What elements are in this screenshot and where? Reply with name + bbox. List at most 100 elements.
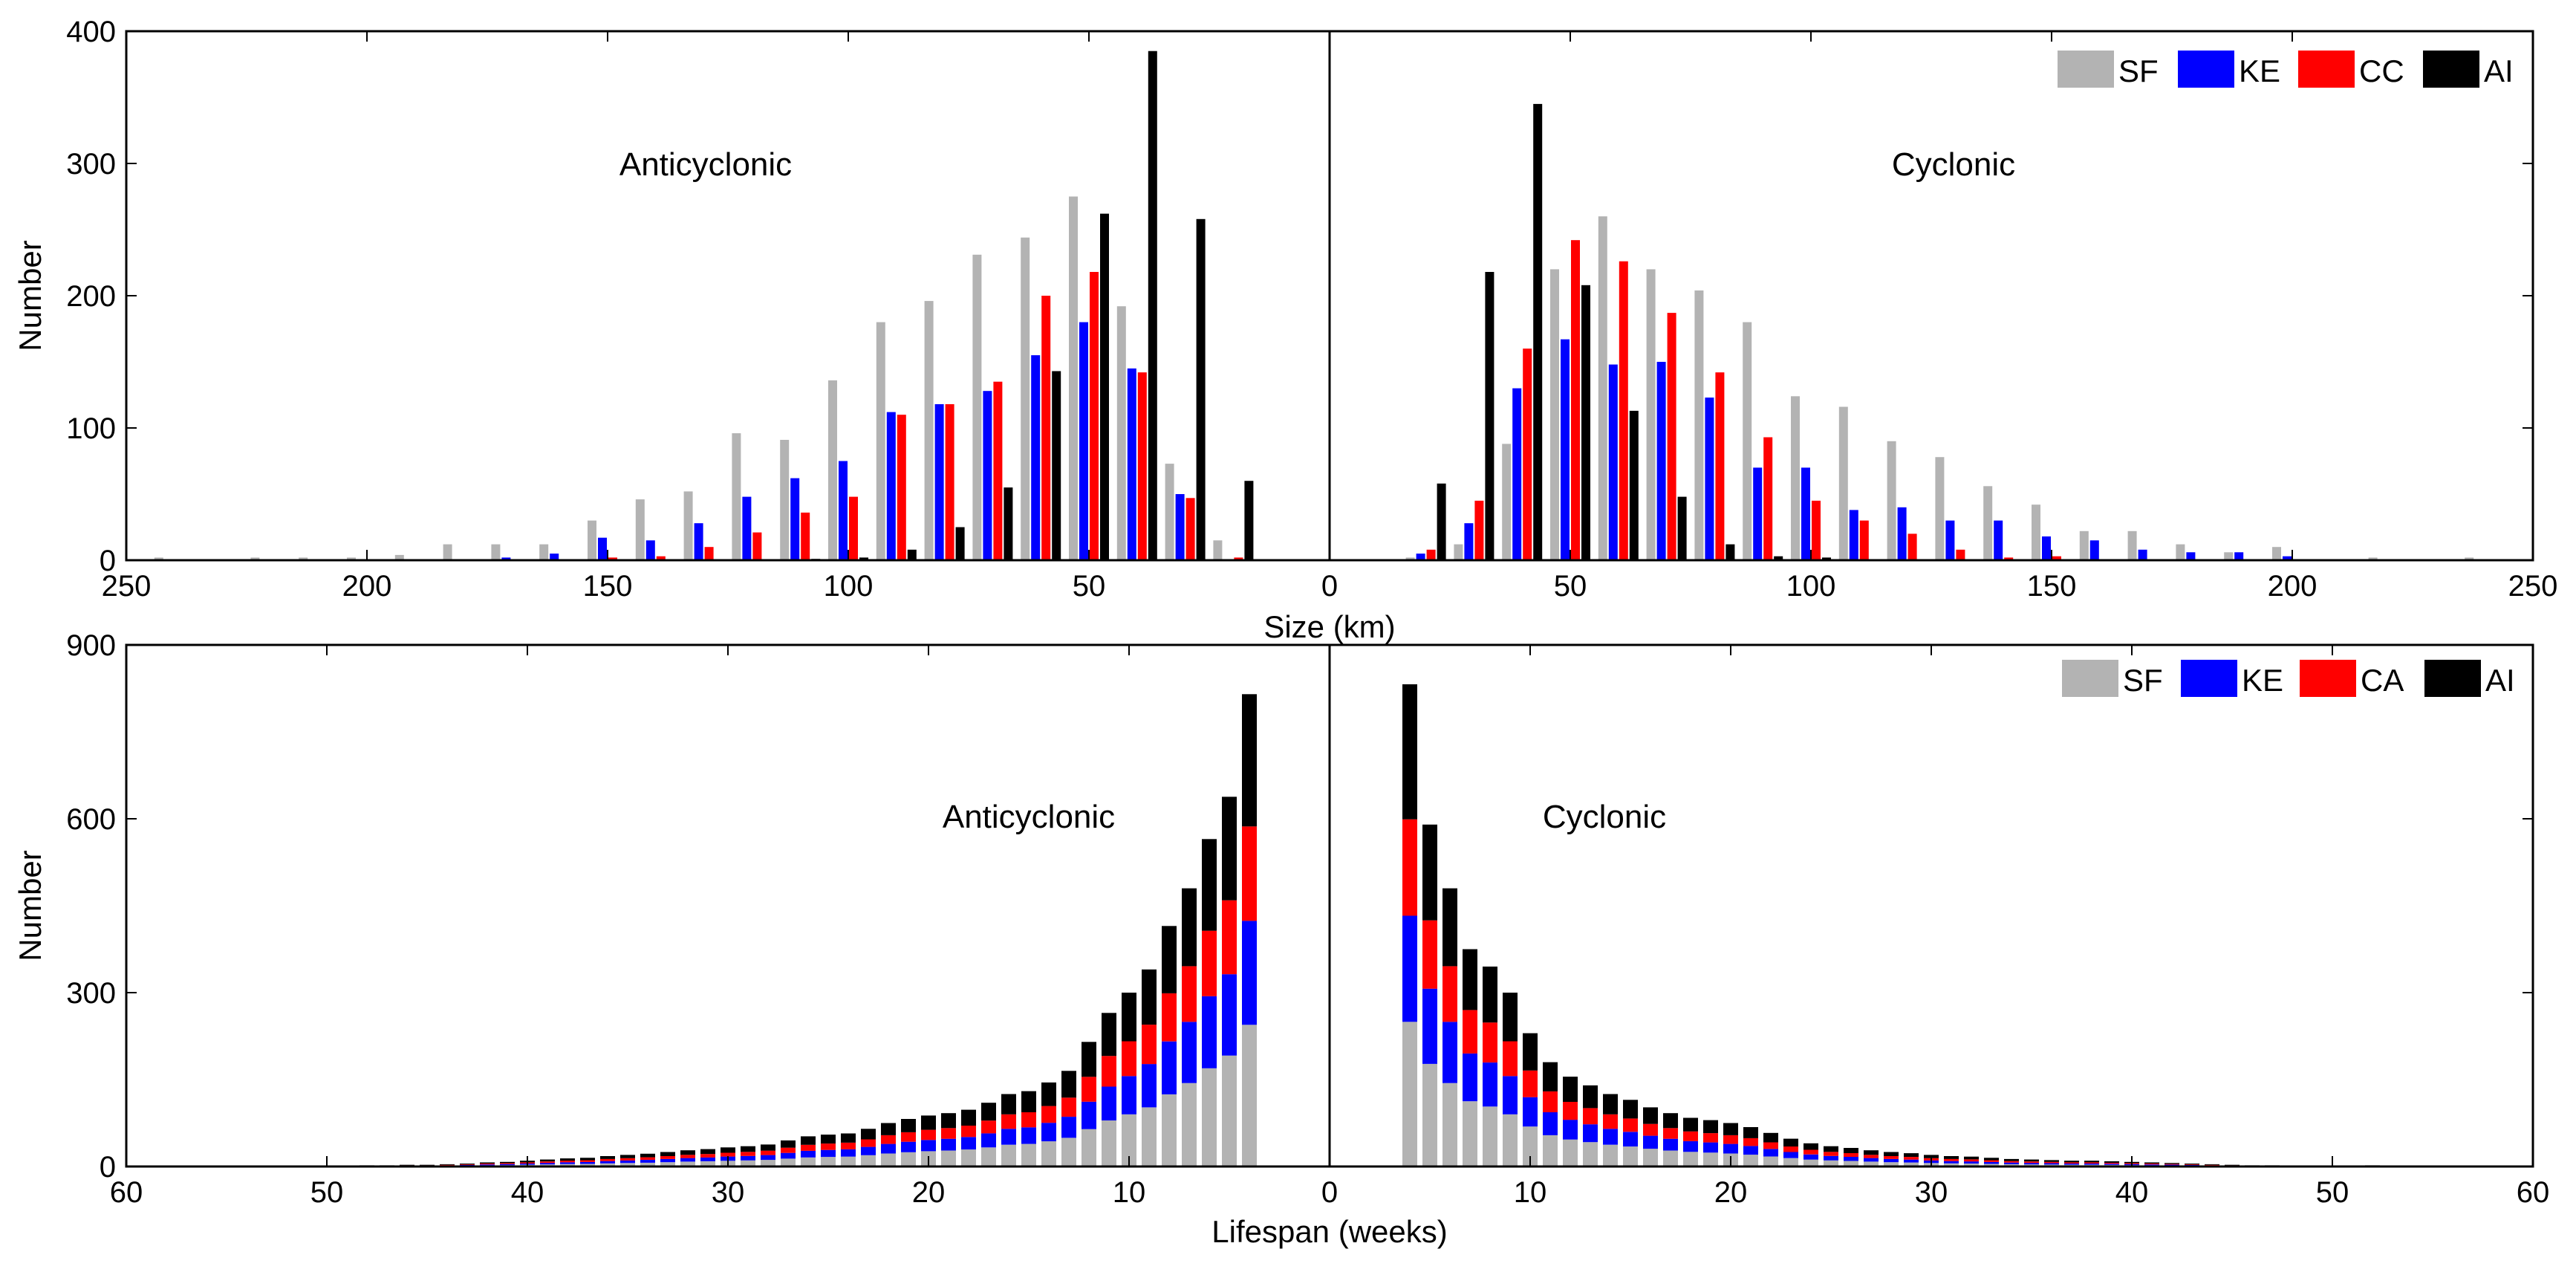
size-bar-anticyclonic-cc-130 bbox=[704, 547, 714, 560]
lifespan-bar-cyclonic-sf-32 bbox=[1964, 1164, 1979, 1166]
lifespan-bar-cyclonic-sf-6 bbox=[1443, 1083, 1457, 1166]
size-bar-anticyclonic-cc-110 bbox=[801, 512, 810, 560]
lifespan-bar-cyclonic-ke-8 bbox=[1483, 1062, 1497, 1107]
lifespan-bar-anticyclonic-ai-31 bbox=[700, 1149, 715, 1155]
size-bar-anticyclonic-sf-190 bbox=[394, 554, 404, 560]
size-bar-cyclonic-cc-130 bbox=[1956, 549, 1965, 560]
lifespan-bar-anticyclonic-sf-36 bbox=[600, 1163, 615, 1166]
size-y-axis-label: Number bbox=[13, 240, 48, 351]
lifespan-bar-cyclonic-ca-36 bbox=[2044, 1161, 2059, 1164]
lifespan-bar-cyclonic-ca-32 bbox=[1964, 1159, 1979, 1162]
size-bar-cyclonic-sf-90 bbox=[1743, 322, 1752, 560]
lifespan-bar-anticyclonic-ai-19 bbox=[941, 1113, 956, 1129]
lifespan-bar-cyclonic-ai-34 bbox=[2004, 1158, 2019, 1161]
lifespan-bar-cyclonic-ke-21 bbox=[1743, 1146, 1758, 1155]
lifespan-bar-anticyclonic-ke-27 bbox=[781, 1152, 796, 1159]
lifespan-bar-cyclonic-ai-21 bbox=[1743, 1127, 1758, 1138]
size-bar-cyclonic-cc-100 bbox=[1812, 500, 1821, 560]
size-bar-anticyclonic-ke-100 bbox=[839, 461, 848, 560]
lifespan-bar-anticyclonic-ca-25 bbox=[821, 1143, 836, 1150]
size-bar-anticyclonic-ke-80 bbox=[934, 404, 944, 560]
size-bar-cyclonic-ke-60 bbox=[1608, 364, 1618, 560]
lifespan-bar-anticyclonic-ai-29 bbox=[741, 1146, 755, 1152]
lifespan-bar-anticyclonic-ai-26 bbox=[801, 1136, 816, 1145]
lifespan-bar-anticyclonic-ca-34 bbox=[640, 1157, 655, 1160]
size-bar-cyclonic-ke-120 bbox=[1897, 507, 1907, 560]
lifespan-bar-anticyclonic-ca-11 bbox=[1102, 1056, 1116, 1087]
lifespan-bar-anticyclonic-ke-8 bbox=[1162, 1041, 1177, 1094]
lifespan-bar-anticyclonic-ke-23 bbox=[861, 1146, 876, 1155]
lifespan-bar-anticyclonic-ca-29 bbox=[741, 1152, 755, 1156]
lifespan-bar-cyclonic-ke-23 bbox=[1783, 1152, 1798, 1158]
lifespan-bar-anticyclonic-sf-31 bbox=[700, 1161, 715, 1166]
lifespan-bar-anticyclonic-sf-11 bbox=[1102, 1120, 1116, 1166]
lifespan-legend: SF KE CA AI bbox=[2062, 660, 2515, 698]
lifespan-legend-label-ai: AI bbox=[2485, 663, 2515, 698]
lifespan-bar-anticyclonic-ke-37 bbox=[580, 1161, 595, 1164]
lifespan-bar-cyclonic-sf-12 bbox=[1563, 1139, 1578, 1166]
lifespan-bar-cyclonic-ca-26 bbox=[1844, 1153, 1858, 1157]
lifespan-bar-cyclonic-ai-29 bbox=[1904, 1153, 1919, 1158]
size-bar-cyclonic-sf-240 bbox=[2465, 557, 2474, 560]
size-bar-anticyclonic-ke-120 bbox=[742, 496, 752, 560]
lifespan-bar-anticyclonic-ca-24 bbox=[841, 1143, 856, 1149]
lifespan-bar-anticyclonic-sf-28 bbox=[761, 1160, 775, 1166]
lifespan-bar-cyclonic-ca-11 bbox=[1543, 1091, 1558, 1112]
lifespan-bar-cyclonic-ca-17 bbox=[1663, 1128, 1678, 1139]
lifespan-bar-anticyclonic-sf-21 bbox=[901, 1152, 916, 1166]
lifespan-bar-cyclonic-sf-10 bbox=[1523, 1126, 1538, 1166]
lifespan-bar-anticyclonic-ai-36 bbox=[600, 1156, 615, 1159]
lifespan-bar-anticyclonic-ai-20 bbox=[921, 1115, 936, 1130]
lifespan-y-tick-label: 300 bbox=[66, 977, 116, 1010]
lifespan-x-tick-label: 20 bbox=[1714, 1176, 1748, 1209]
lifespan-x-tick-label: 60 bbox=[110, 1176, 143, 1209]
lifespan-x-tick-label: 0 bbox=[1321, 1176, 1338, 1209]
lifespan-bar-anticyclonic-sf-12 bbox=[1082, 1129, 1096, 1166]
size-bar-cyclonic-sf-20 bbox=[1405, 557, 1415, 560]
lifespan-bar-cyclonic-ke-7 bbox=[1463, 1053, 1477, 1102]
lifespan-bar-anticyclonic-ca-5 bbox=[1222, 900, 1237, 975]
size-x-tick-label: 50 bbox=[1554, 570, 1587, 603]
lifespan-bar-anticyclonic-ca-31 bbox=[700, 1154, 715, 1158]
size-bar-anticyclonic-ai-100 bbox=[859, 557, 868, 560]
lifespan-legend-label-ke: KE bbox=[2242, 663, 2283, 698]
lifespan-bar-cyclonic-ca-25 bbox=[1824, 1152, 1838, 1156]
lifespan-bar-anticyclonic-ke-28 bbox=[761, 1155, 775, 1161]
size-bar-cyclonic-cc-30 bbox=[1474, 500, 1484, 560]
size-bar-anticyclonic-cc-150 bbox=[608, 557, 617, 560]
lifespan-bar-anticyclonic-ai-32 bbox=[680, 1150, 695, 1155]
lifespan-bar-cyclonic-ke-18 bbox=[1683, 1140, 1698, 1152]
lifespan-bar-anticyclonic-ca-43 bbox=[460, 1164, 475, 1165]
size-bar-cyclonic-ai-100 bbox=[1822, 557, 1831, 560]
lifespan-bar-anticyclonic-ca-19 bbox=[941, 1128, 956, 1139]
size-legend-swatch-cc bbox=[2298, 51, 2355, 88]
lifespan-bar-cyclonic-sf-21 bbox=[1743, 1155, 1758, 1166]
lifespan-x-tick-label: 30 bbox=[1915, 1176, 1948, 1209]
lifespan-bar-anticyclonic-sf-35 bbox=[620, 1163, 635, 1166]
lifespan-bar-cyclonic-ca-13 bbox=[1583, 1108, 1598, 1125]
lifespan-bar-cyclonic-ke-12 bbox=[1563, 1120, 1578, 1140]
lifespan-bar-anticyclonic-sf-13 bbox=[1061, 1138, 1076, 1166]
lifespan-bar-cyclonic-ca-4 bbox=[1402, 819, 1417, 916]
size-bar-anticyclonic-sf-240 bbox=[154, 557, 163, 560]
lifespan-bar-cyclonic-ca-44 bbox=[2205, 1164, 2219, 1166]
lifespan-annotation-cyclonic: Cyclonic bbox=[1543, 799, 1666, 835]
size-y-tick-label: 300 bbox=[66, 148, 116, 181]
lifespan-bar-cyclonic-ca-10 bbox=[1523, 1070, 1538, 1097]
size-bar-anticyclonic-ai-70 bbox=[1004, 487, 1013, 560]
size-bar-anticyclonic-cc-30 bbox=[1185, 498, 1195, 560]
lifespan-bar-anticyclonic-ai-44 bbox=[440, 1164, 455, 1165]
size-bar-anticyclonic-sf-120 bbox=[732, 433, 741, 560]
lifespan-bar-anticyclonic-ca-9 bbox=[1142, 1025, 1157, 1065]
size-legend-label-cc: CC bbox=[2359, 53, 2404, 88]
lifespan-bar-anticyclonic-sf-7 bbox=[1182, 1083, 1197, 1166]
lifespan-bar-cyclonic-ca-34 bbox=[2004, 1161, 2019, 1163]
size-bar-cyclonic-cc-70 bbox=[1667, 313, 1676, 560]
size-bar-anticyclonic-cc-100 bbox=[849, 496, 858, 560]
size-y-tick-label: 0 bbox=[100, 545, 116, 577]
lifespan-bar-anticyclonic-ai-42 bbox=[480, 1162, 495, 1164]
lifespan-bar-cyclonic-ai-12 bbox=[1563, 1077, 1578, 1102]
lifespan-bar-cyclonic-ca-5 bbox=[1422, 920, 1437, 989]
size-bar-cyclonic-ai-90 bbox=[1774, 556, 1783, 560]
size-legend-swatch-ai bbox=[2423, 51, 2479, 88]
